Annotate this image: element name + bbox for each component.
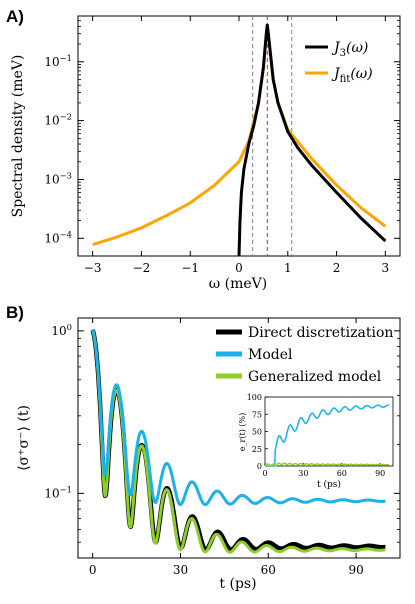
x-tick-label: 0: [89, 563, 97, 577]
inset-y-tick-label: 0: [257, 462, 262, 471]
y-tick-label: 10−2: [44, 112, 72, 128]
inset-series: [264, 404, 389, 467]
x-tick-label: 60: [261, 563, 276, 577]
legend-label-1: Model: [248, 347, 293, 363]
x-tick-label: 0: [235, 261, 243, 275]
series-line-0: [237, 23, 387, 257]
inset-ticks: 0 30 60 90 0 25 50 75 100: [247, 393, 386, 478]
x-tick-label: −2: [133, 261, 151, 275]
x-tick-label: 2: [333, 261, 341, 275]
series-line-2: [91, 329, 387, 554]
panel-a-ylabel: Spectral density (meV): [10, 55, 26, 218]
inset-y-tick-label: 25: [252, 445, 262, 454]
panel-b-ticks: 0 30 60 90 10−1 100: [44, 318, 400, 577]
panel-a-label: A): [6, 7, 24, 26]
inset-y-tick-label: 75: [252, 410, 262, 419]
panel-a-xlabel: ω (meV): [209, 276, 267, 292]
panel-b-axes-frame: [77, 317, 401, 559]
inset-ylabel: e_r(t) (%): [238, 413, 247, 451]
panel-a-legend: J3(ω) Jfit(ω): [305, 40, 373, 85]
x-tick-label: 30: [173, 563, 188, 577]
panel-b-xlabel: t (ps): [219, 576, 256, 592]
y-tick-label: 10−3: [44, 170, 72, 186]
panel-b: B) 0 30 60 90 10−1 100 t (ps) ⟨σ⁺σ⁻⟩ (t) Dire…: [6, 303, 401, 592]
inset-series-line-0: [265, 404, 389, 467]
y-tick-label: 10−1: [44, 53, 72, 69]
legend-label-0: J3(ω): [331, 40, 368, 59]
inset-x-tick-label: 0: [262, 469, 267, 478]
inset-x-tick-label: 30: [298, 469, 308, 478]
inset-x-tick-label: 60: [337, 469, 347, 478]
panel-b-inset: 0 30 60 90 0 25 50 75 100 t (ps) e_r(t) (%): [238, 393, 394, 490]
inset-series-line-1: [264, 462, 389, 467]
y-tick-label: 100: [51, 322, 72, 338]
y-tick-label: 10−4: [44, 229, 72, 245]
x-tick-label: 3: [382, 261, 390, 275]
x-tick-label: −3: [84, 261, 102, 275]
inset-y-tick-label: 50: [252, 428, 262, 437]
panel-b-ylabel: ⟨σ⁺σ⁻⟩ (t): [16, 405, 32, 471]
panel-b-series: [90, 328, 387, 554]
x-tick-label: 90: [348, 563, 363, 577]
legend-label-1: Jfit(ω): [331, 66, 373, 85]
panel-b-legend: Direct discretization Model Generalized mo…: [216, 325, 393, 385]
panel-b-label: B): [6, 303, 24, 322]
series-line-1: [91, 328, 387, 507]
inset-y-tick-label: 100: [247, 393, 262, 402]
y-tick-label: 10−1: [44, 484, 72, 500]
x-tick-label: 1: [284, 261, 292, 275]
inset-x-tick-label: 90: [375, 469, 385, 478]
panel-a-series: [92, 23, 387, 257]
panel-a: A) −3 −2 −1 0 1 2 3 10−4 10−3 10−2 10−1 ω (meV) Sp…: [6, 7, 401, 292]
legend-label-2: Generalized model: [248, 369, 382, 385]
panel-a-reference-lines: [252, 16, 293, 256]
inset-xlabel: t (ps): [317, 479, 341, 490]
legend-label-0: Direct discretization: [248, 325, 393, 341]
x-tick-label: −1: [181, 261, 199, 275]
